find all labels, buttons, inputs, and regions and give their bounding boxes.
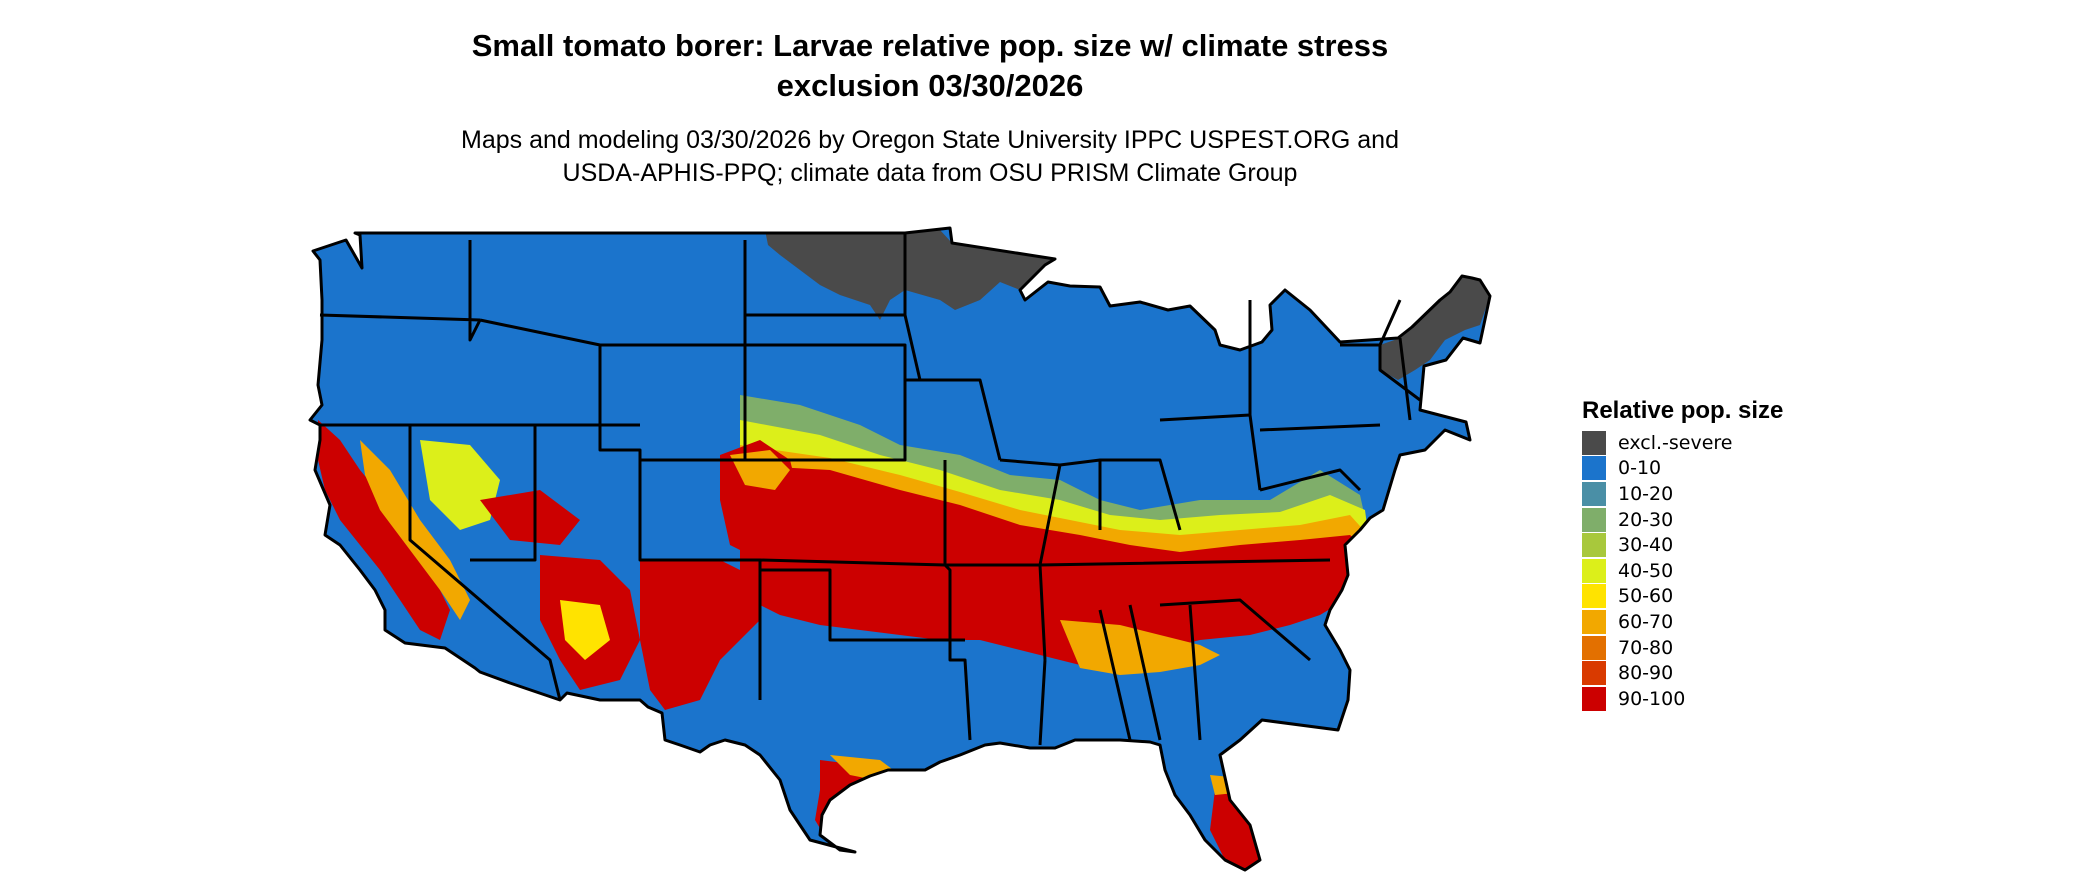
legend-item: 70-80 xyxy=(1582,635,1783,661)
legend-item: 20-30 xyxy=(1582,507,1783,533)
zone-excl-northeast xyxy=(1380,276,1490,380)
legend-item: 40-50 xyxy=(1582,558,1783,584)
legend-label: 40-50 xyxy=(1618,559,1674,582)
zone-40-50-great-basin xyxy=(420,440,500,530)
zone-60-70-california xyxy=(360,440,470,620)
state-borders xyxy=(308,226,1492,872)
legend-label: 60-70 xyxy=(1618,610,1674,633)
zone-50-60-arizona xyxy=(560,600,610,660)
legend-title: Relative pop. size xyxy=(1582,397,1784,424)
zone-excl-upper-midwest xyxy=(765,230,1055,320)
map-title-line1: Small tomato borer: Larvae relative pop.… xyxy=(471,28,1389,63)
legend-label: 70-80 xyxy=(1618,636,1674,659)
legend-label: excl.-severe xyxy=(1618,431,1733,454)
legend-swatch xyxy=(1582,533,1606,558)
legend-item: 60-70 xyxy=(1582,609,1783,635)
legend-swatch xyxy=(1582,507,1606,532)
legend: Relative pop. size excl.-severe 0-10 10-20… xyxy=(1582,396,1783,712)
legend-item: 90-100 xyxy=(1582,686,1783,712)
legend-label: 90-100 xyxy=(1618,687,1686,710)
legend-item: 50-60 xyxy=(1582,584,1783,610)
legend-item: 80-90 xyxy=(1582,660,1783,686)
legend-swatch xyxy=(1582,481,1606,506)
zone-90-100-california xyxy=(318,420,450,640)
legend-swatch xyxy=(1582,430,1606,455)
legend-label: 80-90 xyxy=(1618,662,1674,685)
legend-label: 20-30 xyxy=(1618,508,1674,531)
legend-swatch xyxy=(1582,584,1606,609)
legend-item: 10-20 xyxy=(1582,481,1783,507)
legend-items: excl.-severe 0-10 10-20 20-30 30-40 40-50 50-6… xyxy=(1582,430,1783,712)
legend-swatch xyxy=(1582,635,1606,660)
legend-swatch xyxy=(1582,558,1606,583)
legend-swatch xyxy=(1582,686,1606,711)
legend-item: 30-40 xyxy=(1582,532,1783,558)
zone-90-100-southern-band xyxy=(740,465,1368,670)
legend-label: 0-10 xyxy=(1618,457,1662,480)
legend-swatch xyxy=(1582,456,1606,481)
legend-label: 30-40 xyxy=(1618,534,1674,557)
zone-90-100-new-mexico xyxy=(640,560,760,710)
map-subtitle-line2: USDA-APHIS-PPQ; climate data from OSU PR… xyxy=(562,159,1298,187)
legend-swatch xyxy=(1582,609,1606,634)
legend-item: 0-10 xyxy=(1582,456,1783,482)
legend-item: excl.-severe xyxy=(1582,430,1783,456)
map-title-line2: exclusion 03/30/2026 xyxy=(776,68,1084,103)
legend-label: 50-60 xyxy=(1618,585,1674,608)
zone-90-100-great-basin xyxy=(480,490,580,545)
map-subtitle-line1: Maps and modeling 03/30/2026 by Oregon S… xyxy=(461,126,1399,154)
legend-swatch xyxy=(1582,661,1606,686)
legend-label: 10-20 xyxy=(1618,482,1674,505)
us-risk-map xyxy=(308,226,1492,872)
